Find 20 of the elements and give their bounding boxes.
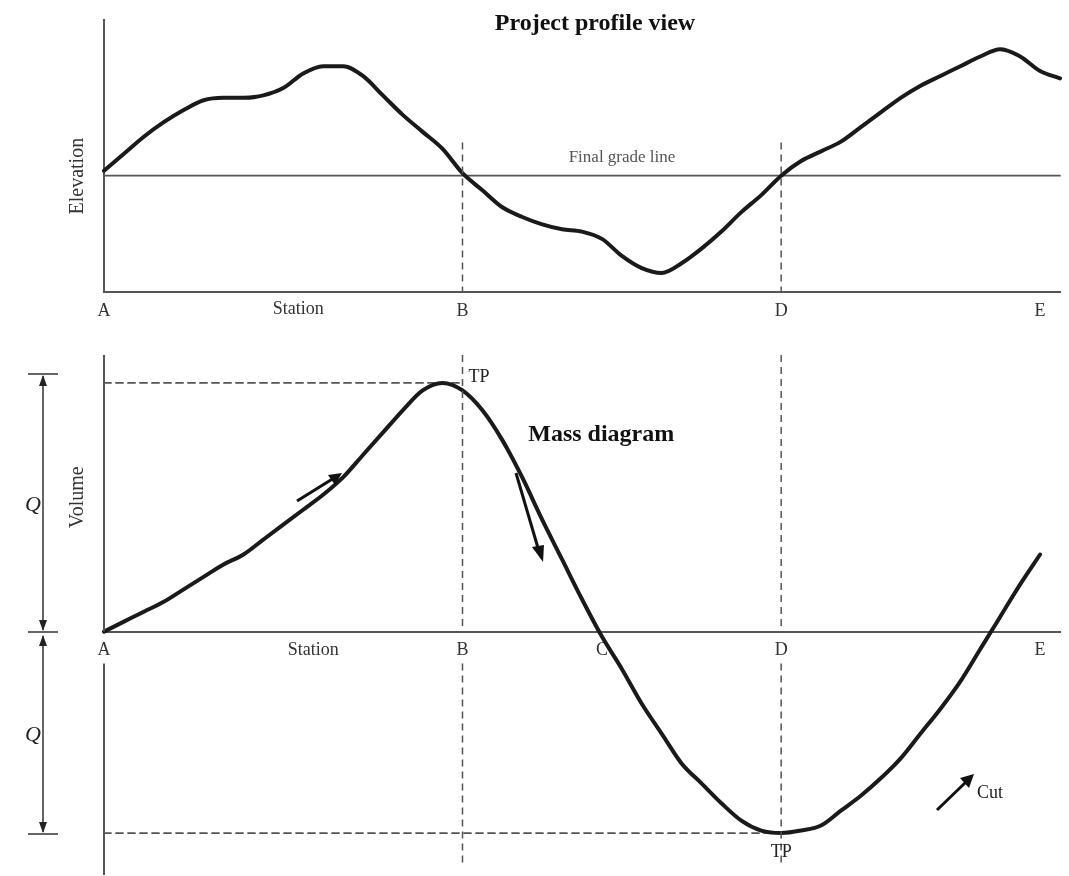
text: Q [25,490,42,516]
text: Mass diagram [528,420,675,447]
annotation: Cut [976,781,1004,802]
x-tick-label: D [774,639,788,660]
x-axis-title: Station [287,639,339,660]
annotation: TP [468,366,490,387]
x-tick-label: E [1034,299,1046,320]
x-tick-label: B [456,639,469,660]
x-tick-label: B [456,299,469,320]
text: Q [25,720,42,746]
y-axis-title: Elevation [65,137,88,215]
x-tick-label: A [97,639,111,660]
series-label: Final grade line [568,146,676,166]
annotation: TP [770,840,792,861]
x-tick-label: D [774,299,788,320]
chart-title: Project profile view [494,9,696,36]
y-axis-title: Volume [65,466,88,529]
x-tick-label: E [1034,639,1046,660]
x-axis-title: Station [272,298,324,319]
x-tick-label: A [97,299,111,320]
